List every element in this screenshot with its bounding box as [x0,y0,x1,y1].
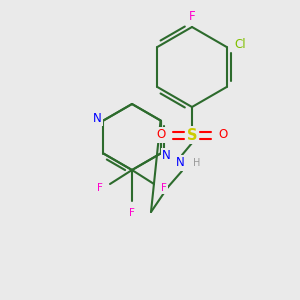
Text: N: N [176,157,184,169]
Text: Cl: Cl [235,38,247,50]
Text: N: N [93,112,102,125]
Text: F: F [129,208,135,218]
Text: N: N [162,149,171,162]
Text: O: O [156,128,166,142]
Text: O: O [218,128,228,142]
Text: S: S [187,128,197,142]
Text: F: F [161,183,167,193]
Text: F: F [97,183,103,193]
Text: H: H [193,158,201,168]
Text: F: F [189,10,195,22]
